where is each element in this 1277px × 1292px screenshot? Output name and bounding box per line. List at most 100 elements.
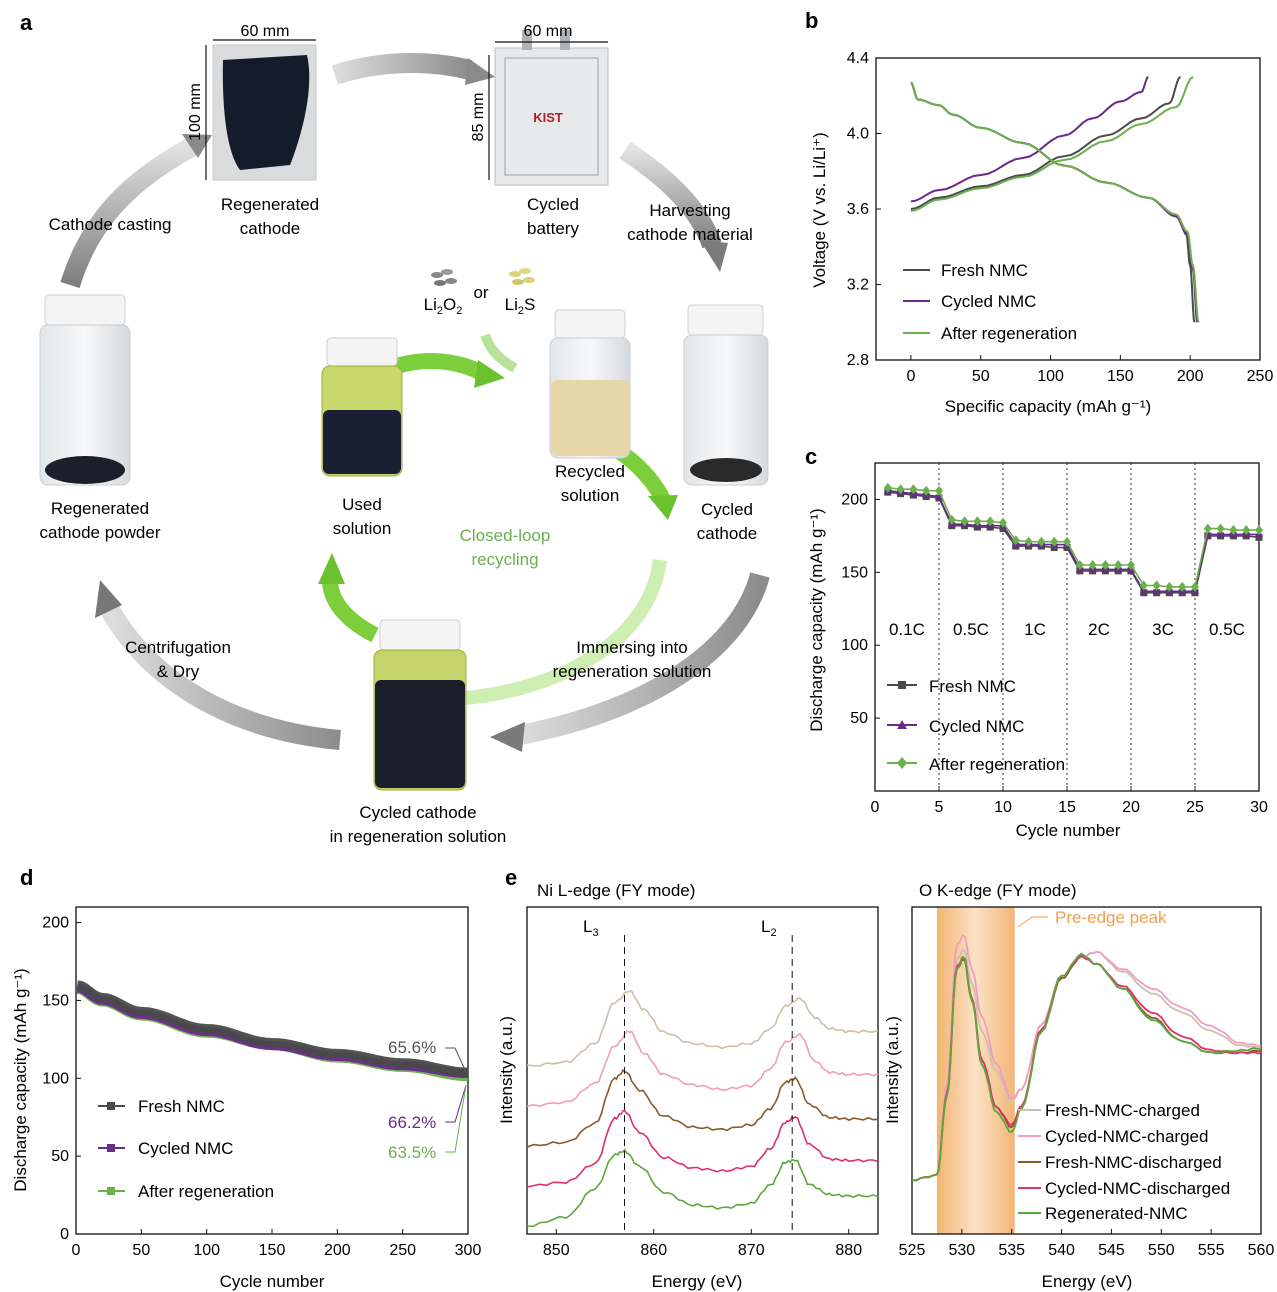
y-tick-label: 200 [841, 491, 868, 508]
tab-terminal [560, 30, 570, 50]
label-used-solution-2: solution [333, 519, 392, 538]
series-discharge-fresh-nmc [910, 81, 1196, 323]
x-tick-label: 50 [972, 368, 990, 385]
series-line [526, 1069, 879, 1148]
panel-c: c 0 5 10 15 20 25 30 50 100 150 200 Cycle number D… [805, 444, 1268, 840]
x-tick-label: 555 [1198, 1242, 1225, 1259]
point-regen [1024, 536, 1033, 547]
dim-regen-height: 100 mm [187, 83, 204, 141]
panel-label-a: a [20, 10, 33, 35]
arrow-immersing [518, 572, 770, 745]
panel-d: d 0 50 100 150 200 250 300 0 50 100 150 200 Cycle n… [11, 865, 481, 1291]
legend-d-cycled: Cycled NMC [138, 1139, 233, 1158]
rate-label: 1C [1024, 620, 1046, 639]
y-tick-label: 2.8 [847, 352, 869, 369]
legend-d-marker-fresh [107, 1102, 115, 1110]
chart-e-right-xlabel: Energy (eV) [1042, 1272, 1133, 1291]
x-tick-label: 560 [1248, 1242, 1275, 1259]
label-in-regen-2: in regeneration solution [330, 827, 507, 846]
legend-c-marker [898, 681, 906, 689]
point-regen [1178, 581, 1187, 592]
y-tick-label: 4.0 [847, 126, 869, 143]
legend-d-fresh: Fresh NMC [138, 1097, 225, 1116]
plot-frame [874, 462, 1260, 792]
point-regen [909, 484, 918, 495]
chart-e-left-title: Ni L-edge (FY mode) [537, 881, 695, 900]
point-cycled [935, 492, 943, 500]
label-cycled-battery-2: battery [527, 219, 579, 238]
series-line [526, 1148, 879, 1228]
panel-a: a 60 mm 100 mm Regenerated cathode [20, 10, 770, 846]
series-charge-after-regeneration [910, 76, 1194, 212]
y-tick-label: 50 [850, 710, 868, 727]
arrow-head [700, 240, 728, 272]
dim-regen-width: 60 mm [241, 23, 290, 40]
chart-e-left-xlabel: Energy (eV) [652, 1272, 743, 1291]
legend-d-marker-regen [107, 1187, 115, 1195]
label-immersing-1: Immersing into [576, 638, 687, 657]
y-tick-label: 100 [841, 637, 868, 654]
label-harvesting-1: Harvesting [649, 201, 730, 220]
annot-fresh: 65.6% [388, 1038, 436, 1057]
dim-batt-height: 85 mm [470, 93, 487, 142]
arrow-head [490, 722, 525, 752]
x-tick-label: 870 [738, 1242, 765, 1259]
legend-c-marker [897, 757, 907, 769]
legend-e-cycled-charged: Cycled-NMC-charged [1045, 1127, 1208, 1146]
point-regen [999, 517, 1007, 528]
rate-label: 3C [1152, 620, 1174, 639]
point-regen [1075, 560, 1084, 571]
vial-cycled-cathode [683, 304, 769, 486]
series-line [526, 990, 879, 1067]
annot-fresh-leader [445, 1047, 467, 1073]
label-cycled-cathode-1: Cycled [701, 500, 753, 519]
x-tick-label: 535 [998, 1242, 1025, 1259]
rate-labels: 0.1C 0.5C 1C 2C 3C 0.5C [889, 620, 1245, 639]
label-centrifugation-2: & Dry [157, 662, 200, 681]
label-cathode-casting: Cathode casting [49, 215, 172, 234]
chart-d-xlabel: Cycle number [220, 1272, 325, 1291]
x-tick-label: 850 [543, 1242, 570, 1259]
chart-c-rate-capability: 0 5 10 15 20 25 30 50 100 150 200 [841, 462, 1268, 816]
rate-label: 0.5C [1209, 620, 1245, 639]
x-tick-label: 540 [1048, 1242, 1075, 1259]
x-tick-label: 5 [935, 799, 944, 816]
legend-c-cycled: Cycled NMC [929, 717, 1024, 736]
x-tick-label: 10 [994, 799, 1012, 816]
point-regen [1063, 536, 1071, 547]
legend-d-marker-cycled [107, 1144, 115, 1152]
chart-d-ylabel: Discharge capacity (mAh g⁻¹) [11, 968, 30, 1191]
arrow-to-battery [331, 53, 473, 85]
label-closed-loop-2: recycling [471, 550, 538, 569]
label-recycled-solution-1: Recycled [555, 462, 625, 481]
preedge-leader [1017, 916, 1048, 928]
point-cycled [1152, 587, 1161, 595]
x-tick-label: 150 [259, 1242, 286, 1259]
plot-frame [911, 906, 1262, 1235]
y-tick-label: 100 [42, 1070, 69, 1087]
chart-b-ylabel: Voltage (V vs. Li/Li⁺) [810, 132, 829, 287]
legend-b-fresh: Fresh NMC [941, 261, 1028, 280]
point-regen [935, 485, 943, 496]
legend-c-regen: After regeneration [929, 755, 1065, 774]
chart-e-ni-ledge: 850 860 870 880 [526, 906, 879, 1259]
arrow-head [465, 58, 495, 85]
x-tick-label: 860 [640, 1242, 667, 1259]
point-regen [1127, 560, 1135, 571]
x-tick-label: 100 [1037, 368, 1064, 385]
cathode-coating [222, 55, 310, 170]
point-regen [1114, 560, 1123, 571]
legend-d-regen: After regeneration [138, 1182, 274, 1201]
label-regenerated-cathode-2: cathode [240, 219, 301, 238]
label-recycled-solution-2: solution [561, 486, 620, 505]
point-regen [1203, 523, 1212, 534]
x-tick-label: 0 [871, 799, 880, 816]
point-regen [986, 516, 995, 527]
label-l2: L2 [761, 917, 777, 939]
arrow-harvest [619, 141, 722, 249]
chart-b-xlabel: Specific capacity (mAh g⁻¹) [945, 397, 1151, 416]
y-tick-label: 3.6 [847, 201, 869, 218]
point-regen [960, 516, 969, 527]
point-regen [922, 485, 931, 496]
vial-used-solution [321, 337, 403, 477]
